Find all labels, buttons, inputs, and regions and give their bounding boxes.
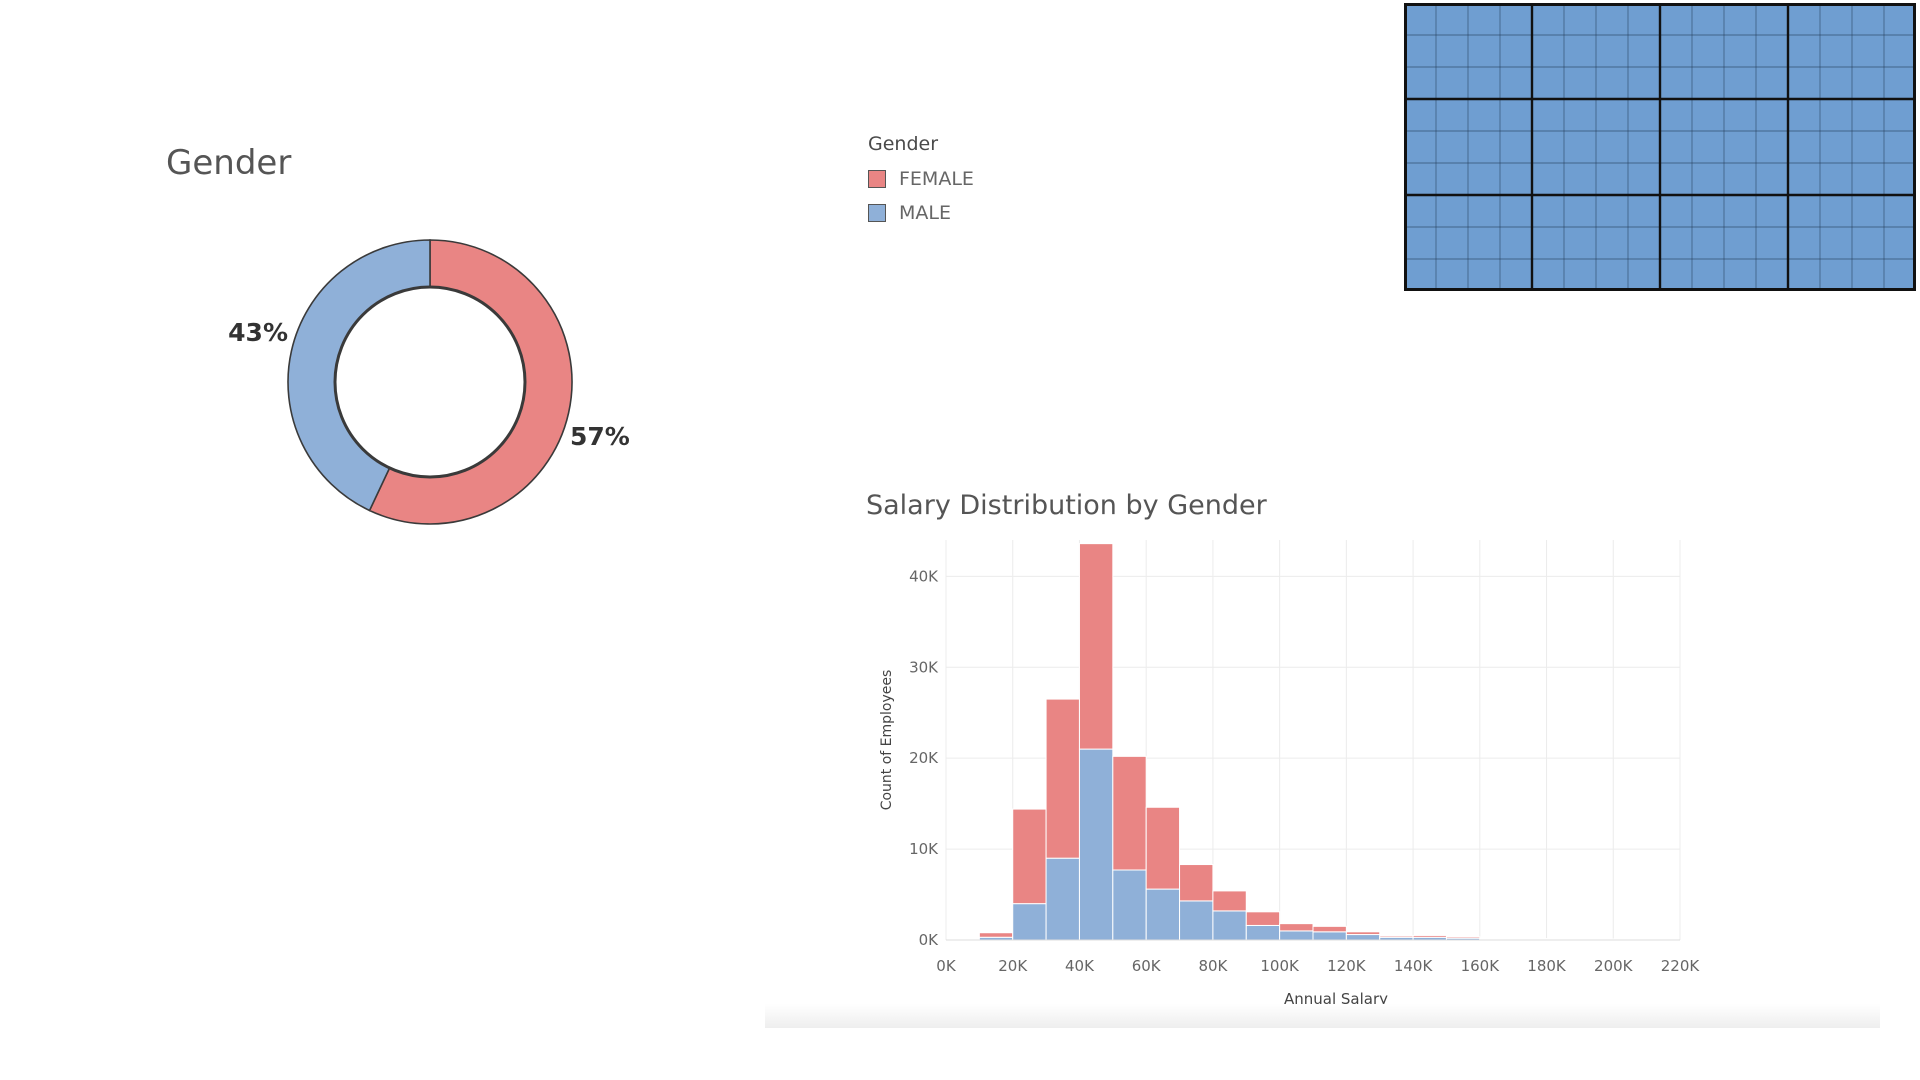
- bar-male[interactable]: [1179, 900, 1214, 941]
- x-axis-label: Annual Salary: [1284, 990, 1388, 1008]
- bar-female[interactable]: [1045, 698, 1080, 859]
- bar-female[interactable]: [1379, 935, 1414, 938]
- donut-label-female: 57%: [570, 422, 630, 451]
- legend-item-female[interactable]: FEMALE: [868, 162, 974, 196]
- bar-male[interactable]: [1212, 910, 1247, 941]
- salary-chart-title: Salary Distribution by Gender: [866, 490, 1267, 521]
- bar-male[interactable]: [1012, 903, 1047, 941]
- legend-label-male: MALE: [899, 202, 951, 224]
- bar-male[interactable]: [1078, 748, 1114, 941]
- bar-female[interactable]: [1279, 923, 1314, 932]
- legend-label-female: FEMALE: [899, 168, 974, 190]
- y-tick-label: 0K: [919, 931, 940, 949]
- x-tick-label: 20K: [998, 957, 1028, 975]
- bar-female[interactable]: [1078, 543, 1114, 750]
- bar-male[interactable]: [1045, 857, 1080, 941]
- y-tick-label: 20K: [909, 749, 939, 767]
- bar-female[interactable]: [1012, 808, 1047, 905]
- bottom-shadow-band: [765, 1004, 1880, 1028]
- blue-grid-lines: [1404, 3, 1916, 291]
- bar-male[interactable]: [1312, 931, 1347, 941]
- x-tick-label: 0K: [936, 957, 957, 975]
- x-tick-label: 80K: [1198, 957, 1228, 975]
- bar-male[interactable]: [1245, 924, 1281, 941]
- gender-donut-chart: 57% 43%: [228, 239, 630, 525]
- bar-male[interactable]: [1145, 888, 1181, 941]
- bar-male[interactable]: [1345, 934, 1381, 941]
- bar-female[interactable]: [1112, 755, 1147, 871]
- x-tick-label: 160K: [1461, 957, 1501, 975]
- legend-title: Gender: [868, 133, 939, 155]
- x-tick-label: 200K: [1594, 957, 1634, 975]
- x-tick-label: 140K: [1394, 957, 1434, 975]
- donut-slice-male[interactable]: [287, 239, 431, 512]
- donut-inner-ring: [333, 285, 527, 479]
- legend-item-male[interactable]: MALE: [868, 196, 974, 230]
- bar-female[interactable]: [1312, 925, 1347, 933]
- donut-label-male: 43%: [228, 318, 288, 347]
- x-tick-label: 100K: [1260, 957, 1300, 975]
- bar-female[interactable]: [1412, 934, 1447, 938]
- y-tick-label: 40K: [909, 567, 939, 585]
- bar-female[interactable]: [1212, 890, 1247, 912]
- y-tick-label: 10K: [909, 840, 939, 858]
- x-tick-label: 40K: [1065, 957, 1095, 975]
- gender-chart-title: Gender: [166, 143, 292, 183]
- y-axis-label: Count of Employees: [879, 670, 895, 811]
- bar-female[interactable]: [1345, 931, 1381, 936]
- bar-male[interactable]: [1112, 869, 1147, 941]
- bar-female[interactable]: [978, 932, 1014, 938]
- x-tick-label: 120K: [1327, 957, 1367, 975]
- x-tick-label: 180K: [1527, 957, 1567, 975]
- salary-histogram: 0K 10K 20K 30K 40K 0K 20K 40K 60K 80K 100K 120K 140K…: [879, 540, 1701, 1008]
- grid-outer-border: [1404, 3, 1916, 291]
- bar-female[interactable]: [1245, 911, 1281, 926]
- legend-swatch-female: [868, 170, 886, 188]
- bar-female[interactable]: [1179, 864, 1214, 902]
- blue-grid-block: [1404, 3, 1916, 291]
- bar-female[interactable]: [1445, 936, 1481, 939]
- bar-female[interactable]: [1145, 806, 1181, 890]
- x-tick-label: 60K: [1132, 957, 1162, 975]
- y-tick-label: 30K: [909, 658, 939, 676]
- gender-legend: Gender FEMALE MALE: [868, 133, 974, 230]
- x-tick-label: 220K: [1661, 957, 1701, 975]
- bar-male[interactable]: [1279, 930, 1314, 941]
- legend-swatch-male: [868, 204, 886, 222]
